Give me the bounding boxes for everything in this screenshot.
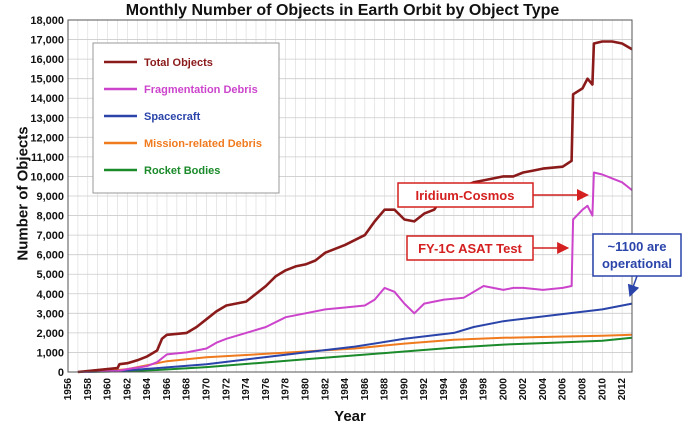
x-tick-label: 1962	[122, 378, 133, 401]
x-tick-label: 1958	[83, 378, 94, 401]
y-tick-label: 10,000	[30, 171, 64, 183]
x-tick-label: 2008	[578, 378, 589, 401]
y-tick-label: 5,000	[36, 269, 64, 281]
series-line-fragmentation-debris	[77, 171, 633, 373]
x-tick-label: 2000	[498, 378, 509, 401]
x-tick-label: 2006	[558, 378, 569, 401]
series-line-total-objects	[77, 40, 633, 374]
legend-label: Spacecraft	[144, 111, 201, 123]
callout-box-iridium-cosmos	[397, 182, 534, 208]
callout-fy1c-asat: FY-1C ASAT Test	[418, 241, 522, 256]
x-tick-label: 1960	[103, 378, 114, 401]
x-tick-label: 1982	[320, 378, 331, 401]
x-tick-label: 1994	[439, 378, 450, 401]
y-tick-label: 14,000	[30, 93, 64, 105]
callout-operational: ~1100 are	[608, 239, 667, 254]
x-tick-label: 1956	[63, 378, 74, 401]
x-tick-label: 2002	[518, 378, 529, 401]
x-tick-label: 1980	[300, 378, 311, 401]
x-tick-label: 1964	[142, 378, 153, 401]
x-tick-label: 2012	[617, 378, 628, 401]
y-tick-label: 9,000	[36, 191, 64, 203]
callout-iridium-cosmos: Iridium-Cosmos	[416, 188, 515, 203]
y-tick-label: 4,000	[36, 289, 64, 301]
x-tick-label: 1986	[360, 378, 371, 401]
x-tick-label: 1990	[399, 378, 410, 401]
callout-operational-line2: operational	[602, 256, 672, 271]
plot-frame	[67, 19, 633, 373]
chart-title: Monthly Number of Objects in Earth Orbit…	[125, 2, 560, 19]
annotations: Iridium-Cosmos FY-1C ASAT Test ~1100 are op…	[397, 182, 682, 297]
y-tick-label: 6,000	[36, 250, 64, 262]
legend-box	[92, 42, 280, 194]
y-tick-label: 15,000	[30, 74, 64, 86]
callout-arrow-operational	[627, 275, 640, 297]
x-tick-label: 1970	[202, 378, 213, 401]
x-tick-label: 1998	[479, 378, 490, 401]
x-tick-label: 1988	[380, 378, 391, 401]
y-tick-label: 8,000	[36, 211, 64, 223]
y-tick-label: 3,000	[36, 308, 64, 320]
y-tick-label: 2,000	[36, 328, 64, 340]
y-tick-label: 12,000	[30, 132, 64, 144]
legend-label: Fragmentation Debris	[144, 84, 258, 96]
series-line-spacecraft	[77, 302, 633, 373]
x-tick-labels: 1956 1958 1960 1962 1964 1966 1968 1970 1972 1974…	[63, 378, 628, 401]
series-line-rocket-bodies	[77, 336, 633, 373]
x-tick-label: 1974	[241, 378, 252, 401]
x-tick-label: 1978	[281, 378, 292, 401]
x-tick-label: 1968	[182, 378, 193, 401]
x-tick-label: 1976	[261, 378, 272, 401]
x-axis-label: Year	[334, 408, 366, 425]
y-tick-label: 16,000	[30, 54, 64, 66]
legend-label: Total Objects	[144, 57, 213, 69]
x-tick-label: 1972	[221, 378, 232, 401]
legend-label: Mission-related Debris	[144, 138, 262, 150]
series-lines	[77, 40, 633, 374]
y-tick-label: 18,000	[30, 15, 64, 27]
y-tick-label: 0	[58, 367, 64, 379]
y-tick-label: 17,000	[30, 35, 64, 47]
x-tick-label: 1996	[459, 378, 470, 401]
y-tick-label: 7,000	[36, 230, 64, 242]
y-tick-label: 1,000	[36, 347, 64, 359]
y-tick-label: 13,000	[30, 113, 64, 125]
x-tick-label: 2010	[597, 378, 608, 401]
y-tick-label: 11,000	[31, 152, 64, 164]
legend-label: Rocket Bodies	[144, 165, 220, 177]
x-tick-label: 2004	[538, 378, 549, 401]
legend: Total Objects Fragmentation Debris Spacecr…	[92, 42, 280, 194]
x-tick-label: 1984	[340, 378, 351, 401]
callout-box-fy1c-asat	[406, 235, 534, 261]
x-tick-label: 1966	[162, 378, 173, 401]
y-tick-labels: 0 1,000 2,000 3,000 4,000 5,000 6,000 7,000 8,00…	[30, 15, 64, 379]
x-tick-label: 1992	[419, 378, 430, 401]
